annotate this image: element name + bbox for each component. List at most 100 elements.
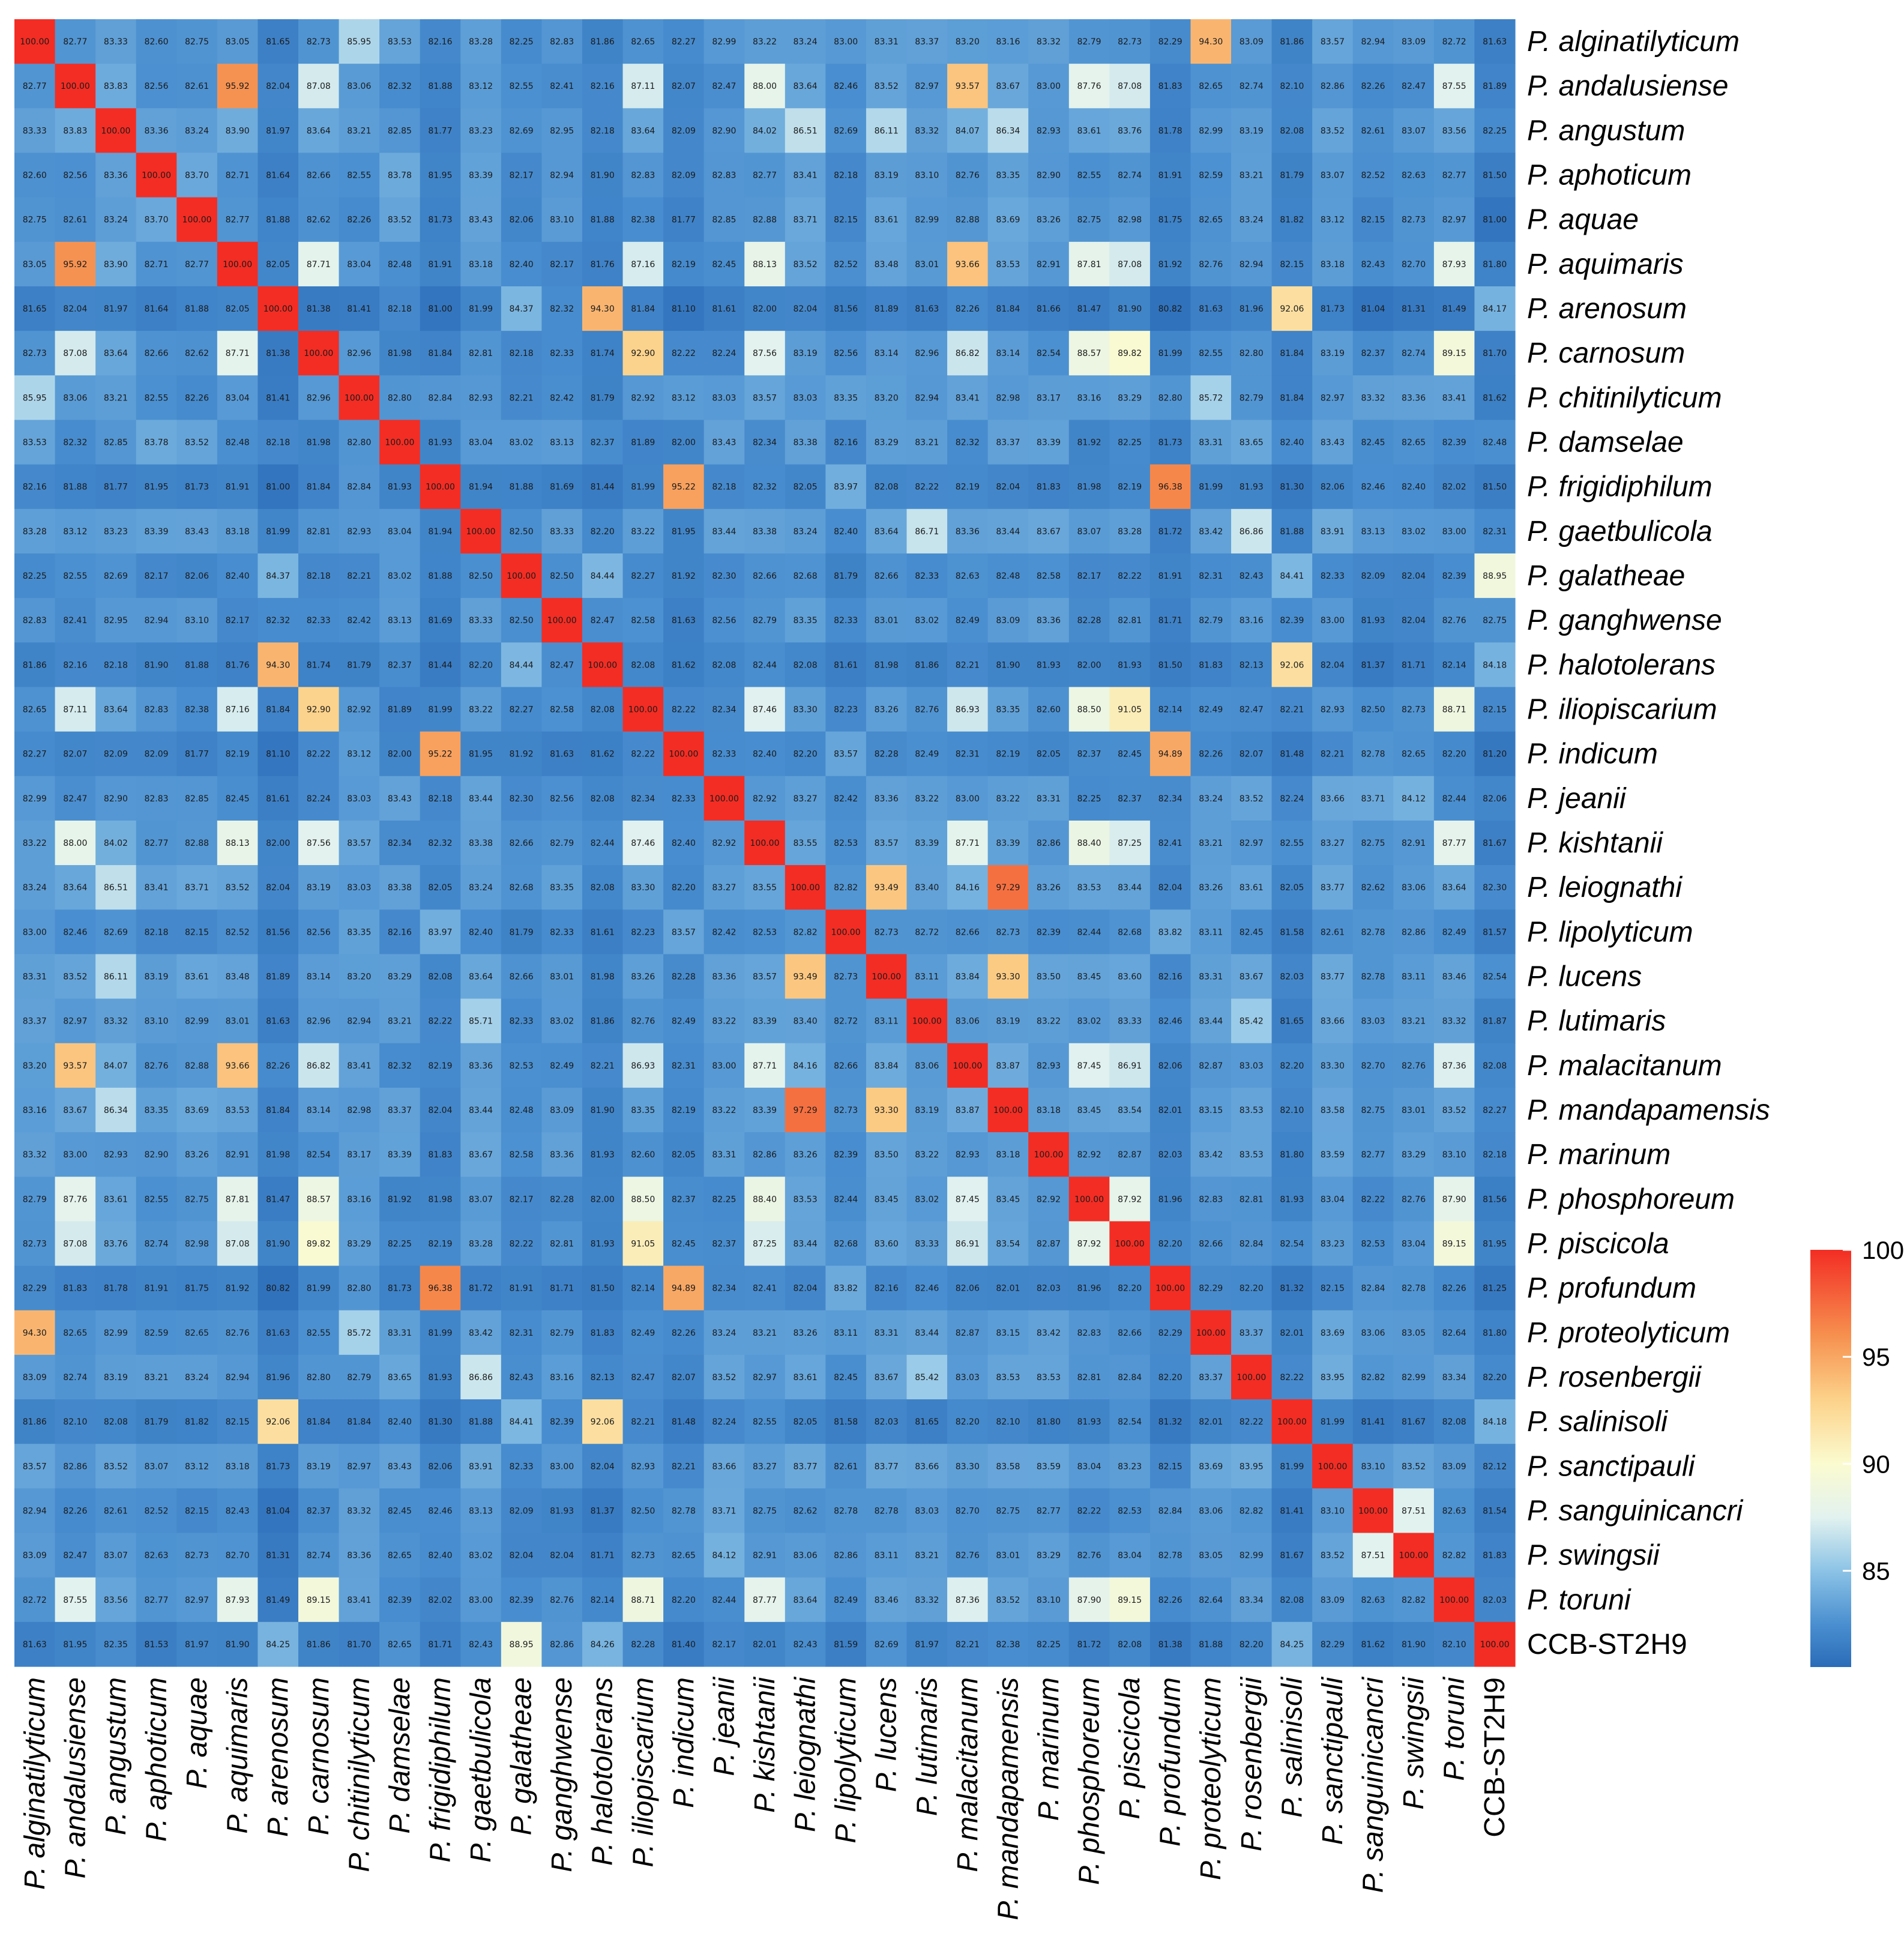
heatmap-cell-value: 82.33 bbox=[834, 616, 858, 626]
heatmap-cell bbox=[1028, 241, 1070, 287]
heatmap-cell-value: 83.44 bbox=[996, 527, 1020, 537]
row-label: P. salinisoli bbox=[1527, 1406, 1668, 1438]
heatmap-cell-value: 84.16 bbox=[794, 1061, 818, 1071]
heatmap-cell bbox=[1393, 420, 1435, 465]
heatmap-cell-value: 82.34 bbox=[712, 705, 736, 715]
heatmap-cell bbox=[987, 64, 1029, 109]
heatmap-cell-value: 82.94 bbox=[1361, 37, 1385, 47]
heatmap-cell-value: 100.00 bbox=[1318, 1462, 1347, 1471]
heatmap-cell-value: 83.09 bbox=[23, 1373, 47, 1383]
heatmap-cell bbox=[298, 420, 340, 465]
heatmap-cell bbox=[622, 19, 664, 64]
heatmap-cell-value: 82.74 bbox=[1118, 171, 1142, 181]
heatmap-cell-value: 82.01 bbox=[1199, 1417, 1223, 1427]
heatmap-cell bbox=[1352, 642, 1394, 688]
heatmap-cell bbox=[176, 687, 218, 732]
heatmap-cell bbox=[1109, 420, 1151, 465]
heatmap-cell bbox=[420, 508, 461, 554]
heatmap-cell bbox=[1068, 286, 1110, 331]
heatmap-cell-value: 81.84 bbox=[347, 1417, 371, 1427]
heatmap-cell-value: 82.31 bbox=[1483, 527, 1507, 537]
heatmap-cell-value: 82.26 bbox=[185, 393, 209, 403]
heatmap-cell bbox=[1149, 331, 1192, 376]
heatmap-cell-value: 82.68 bbox=[510, 883, 534, 893]
heatmap-cell-value: 82.19 bbox=[672, 260, 696, 270]
heatmap-cell bbox=[1028, 375, 1070, 421]
heatmap-cell bbox=[703, 375, 745, 421]
heatmap-cell bbox=[987, 642, 1029, 688]
heatmap-cell bbox=[1231, 598, 1273, 643]
heatmap-cell-value: 82.83 bbox=[1199, 1195, 1223, 1204]
heatmap-cell-value: 82.14 bbox=[1442, 660, 1466, 670]
heatmap-cell-value: 82.09 bbox=[510, 1506, 534, 1516]
heatmap-cell bbox=[14, 420, 56, 465]
heatmap-cell-value: 82.49 bbox=[1199, 705, 1223, 715]
heatmap-cell-value: 82.76 bbox=[956, 1551, 980, 1561]
heatmap-cell-value: 82.97 bbox=[63, 1017, 87, 1027]
heatmap-cell-value: 83.01 bbox=[226, 1017, 250, 1027]
heatmap-cell-value: 81.32 bbox=[1280, 1284, 1304, 1294]
heatmap-cell-value: 83.41 bbox=[347, 1596, 371, 1605]
heatmap-cell-value: 82.74 bbox=[144, 1239, 168, 1249]
heatmap-cell-value: 100.00 bbox=[101, 126, 130, 136]
heatmap-cell bbox=[1271, 598, 1313, 643]
heatmap-cell-value: 82.75 bbox=[185, 37, 209, 47]
heatmap-cell-value: 82.98 bbox=[996, 393, 1020, 403]
heatmap-cell-value: 83.69 bbox=[996, 216, 1020, 225]
column-label: P. sanguinicancri bbox=[1358, 1677, 1390, 1893]
heatmap-cell-value: 82.80 bbox=[347, 1284, 371, 1294]
heatmap-cell-value: 83.11 bbox=[875, 1551, 899, 1561]
heatmap-cell-value: 81.99 bbox=[1158, 349, 1182, 358]
heatmap-cell bbox=[582, 152, 624, 198]
heatmap-cell-value: 83.00 bbox=[1321, 616, 1345, 626]
heatmap-cell-value: 82.96 bbox=[347, 349, 371, 358]
heatmap-cell-value: 83.57 bbox=[23, 1462, 47, 1471]
heatmap-cell bbox=[1312, 508, 1354, 554]
heatmap-cell-value: 83.82 bbox=[1158, 927, 1182, 937]
heatmap-cell-value: 81.88 bbox=[1199, 1640, 1223, 1650]
heatmap-cell-value: 87.08 bbox=[226, 1239, 250, 1249]
heatmap-cell bbox=[1393, 375, 1435, 421]
heatmap-cell-value: 82.18 bbox=[307, 571, 331, 581]
heatmap-cell bbox=[379, 508, 421, 554]
heatmap-cell-value: 83.40 bbox=[915, 883, 939, 893]
heatmap-cell-value: 82.25 bbox=[388, 1239, 412, 1249]
heatmap-cell-value: 83.64 bbox=[794, 1596, 818, 1605]
heatmap-cell-value: 81.83 bbox=[591, 1328, 615, 1338]
heatmap-cell-value: 81.98 bbox=[307, 438, 331, 448]
heatmap-cell bbox=[541, 152, 583, 198]
heatmap-cell-value: 86.11 bbox=[875, 126, 899, 136]
heatmap-cell-value: 82.77 bbox=[63, 37, 87, 47]
heatmap-cell-value: 82.46 bbox=[428, 1506, 452, 1516]
heatmap-cell bbox=[501, 598, 542, 643]
heatmap-cell-value: 83.11 bbox=[834, 1328, 858, 1338]
heatmap-cell bbox=[541, 331, 583, 376]
heatmap-cell bbox=[947, 152, 989, 198]
heatmap-cell-value: 81.93 bbox=[550, 1506, 574, 1516]
heatmap-cell-value: 83.55 bbox=[753, 883, 777, 893]
heatmap-cell-value: 82.03 bbox=[875, 1417, 899, 1427]
heatmap-cell-value: 81.93 bbox=[1240, 483, 1264, 492]
heatmap-cell-value: 83.76 bbox=[104, 1239, 128, 1249]
heatmap-cell-value: 82.03 bbox=[1280, 972, 1304, 982]
heatmap-cell-value: 82.83 bbox=[144, 705, 168, 715]
heatmap-cell bbox=[136, 331, 177, 376]
heatmap-cell-value: 83.54 bbox=[996, 1239, 1020, 1249]
heatmap-cell-value: 82.52 bbox=[834, 260, 858, 270]
heatmap-cell-value: 82.10 bbox=[996, 1417, 1020, 1427]
heatmap-cell bbox=[136, 464, 177, 510]
heatmap-cell bbox=[541, 642, 583, 688]
heatmap-cell bbox=[258, 598, 299, 643]
legend-tick-label: 85 bbox=[1862, 1557, 1890, 1585]
heatmap-cell-value: 82.97 bbox=[1442, 216, 1466, 225]
heatmap-cell-value: 82.73 bbox=[834, 1106, 858, 1115]
heatmap-cell-value: 83.97 bbox=[428, 927, 452, 937]
heatmap-cell bbox=[14, 108, 56, 154]
heatmap-cell-value: 83.31 bbox=[1199, 438, 1223, 448]
heatmap-cell bbox=[176, 286, 218, 331]
heatmap-cell-value: 81.75 bbox=[1158, 216, 1182, 225]
heatmap-cell bbox=[1271, 286, 1313, 331]
heatmap-cell bbox=[258, 64, 299, 109]
heatmap-cell bbox=[1068, 508, 1110, 554]
heatmap-cell-value: 82.73 bbox=[996, 927, 1020, 937]
